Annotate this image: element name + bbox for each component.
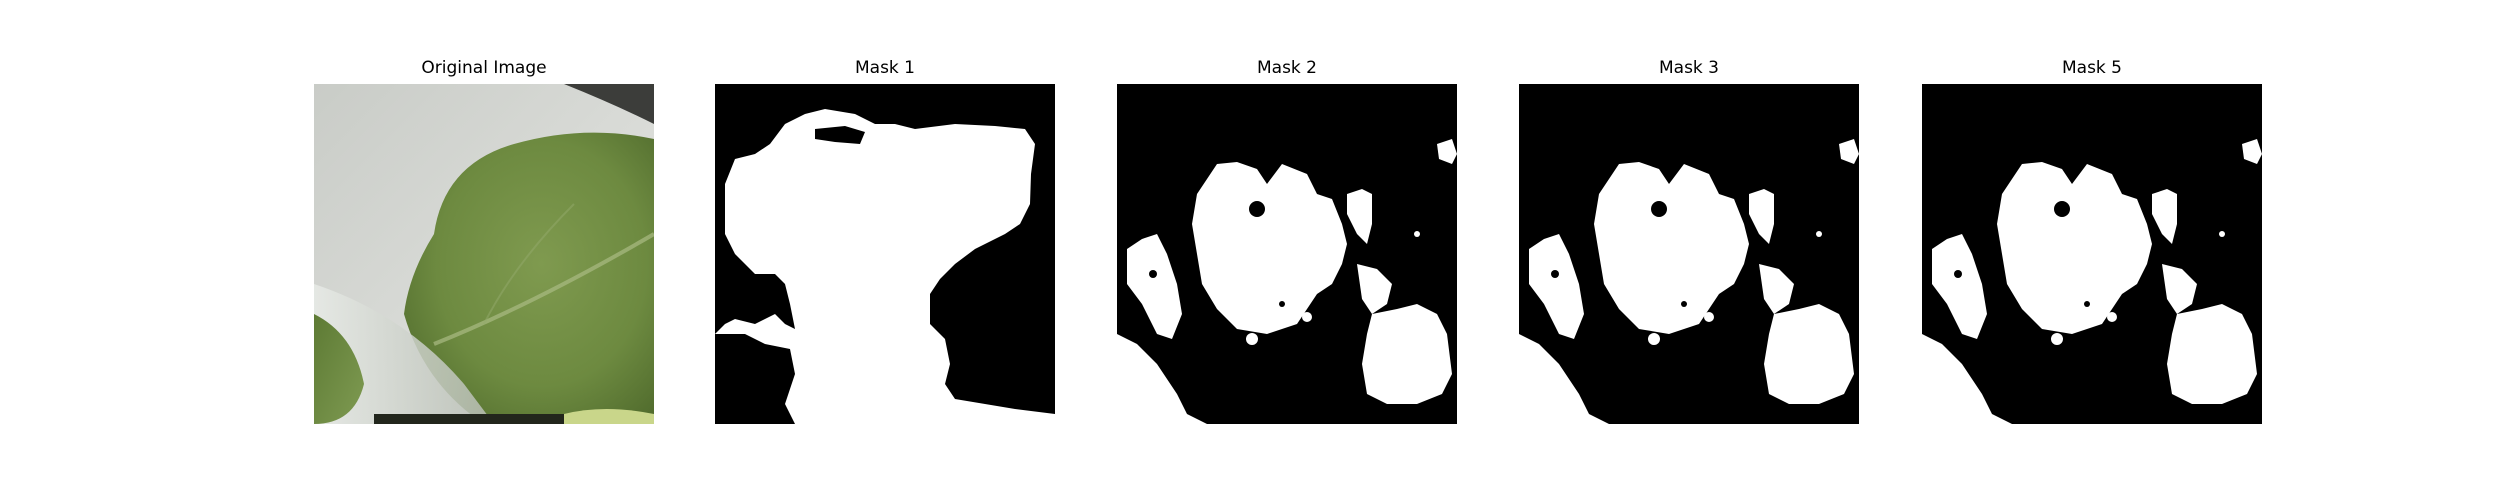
panel-title: Mask 2 [1117, 58, 1457, 78]
mask-image [1519, 84, 1859, 424]
panel-title: Original Image [314, 58, 654, 78]
panel-mask-2: Mask 2 [1117, 0, 1457, 500]
original-leaf-photo [314, 84, 654, 424]
panel-title: Mask 1 [715, 58, 1055, 78]
panel-title: Mask 3 [1519, 58, 1859, 78]
panel-mask-3: Mask 3 [1519, 0, 1859, 500]
panel-original-image: Original Image [314, 0, 654, 500]
panel-mask-1: Mask 1 [715, 0, 1055, 500]
mask-image [1117, 84, 1457, 424]
panel-mask-5: Mask 5 [1922, 0, 2262, 500]
mask-image [1922, 84, 2262, 424]
panel-title: Mask 5 [1922, 58, 2262, 78]
mask-image [715, 84, 1055, 424]
